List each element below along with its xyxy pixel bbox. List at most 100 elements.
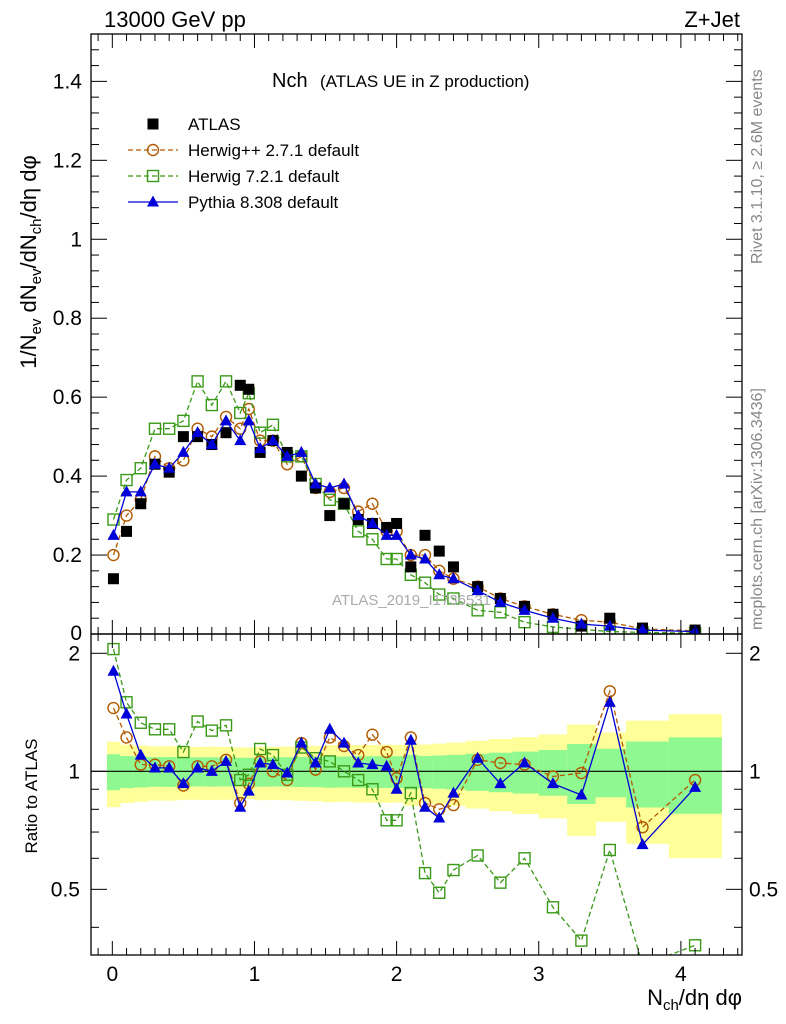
ratio-data-marks — [107, 642, 702, 955]
ratio-pythia-8-308-default-point — [380, 759, 393, 771]
main-pythia-8-308-default-point — [636, 623, 649, 634]
ratio-pythia-8-308-default-point — [309, 756, 322, 768]
ratio-herwig-2-7-1-default-point — [380, 745, 393, 759]
main-atlas-point — [135, 498, 147, 510]
legend-label-herwig-7-2-1-default: Herwig 7.2.1 default — [188, 167, 339, 186]
main-panel: 0.2 0.4 0.6 0.8 1 1.2 1.4 0 Nch (ATLAS UE in Z … — [53, 33, 743, 645]
stat-uncertainty-band — [294, 756, 309, 787]
ratio-pythia-8-308-default-point — [134, 748, 147, 760]
ratio-herwig-2-7-1-default-point — [107, 701, 120, 715]
stat-uncertainty-band — [119, 756, 135, 789]
ratio-pythia-8-308-default-point — [404, 733, 417, 745]
stat-uncertainty-band — [106, 754, 121, 791]
main-y-tick-label: 0.8 — [53, 307, 82, 330]
rivet-label: Rivet 3.1.10, ≥ 2.6M events — [749, 69, 766, 264]
ratio-herwig-7-2-1-default-point — [471, 849, 484, 862]
main-pythia-8-308-default-point — [471, 584, 484, 596]
main-pythia-8-308-default-point — [309, 477, 322, 489]
stat-uncertainty-band — [668, 737, 722, 814]
main-herwig-7-2-1-default-point — [471, 604, 484, 617]
ratio-pythia-8-308-default-point — [242, 784, 255, 796]
ratio-pythia-8-308-default-point — [177, 777, 190, 789]
main-atlas-point — [447, 561, 459, 573]
x-axis-title: Nch​/dη dφ — [647, 985, 742, 1014]
ratio-pythia-8-308-default-point — [107, 664, 120, 676]
main-herwig-7-2-1-default-point — [433, 588, 446, 601]
main-pythia-8-308-default-point — [447, 572, 460, 584]
main-pythia-8-308-default-point — [254, 441, 267, 453]
x-tick-label: 3 — [533, 963, 545, 986]
ratio-herwig-7-2-1-default-point — [546, 901, 560, 914]
ratio-herwig-2-7-1-default-point — [575, 766, 588, 780]
ratio-pythia-8-308-default-point — [281, 766, 294, 778]
ratio-y-tick-label-left: 2 — [68, 642, 80, 665]
main-data-marks — [107, 375, 702, 634]
main-atlas-point — [177, 431, 189, 443]
main-pythia-8-308-default-point — [234, 434, 247, 446]
main-y-tick-label-zero: 0 — [70, 622, 82, 645]
ratio-pythia-8-308-default-point — [191, 761, 204, 773]
main-herwig-2-7-1-default-line — [112, 407, 696, 632]
stat-uncertainty-band — [595, 748, 627, 798]
x-tick-label: 4 — [675, 963, 687, 986]
main-pythia-8-308-default-point — [338, 477, 351, 489]
ratio-herwig-7-2-1-default-point — [603, 843, 617, 857]
main-pythia-8-308-default-point — [575, 617, 588, 629]
legend-marker-herwig-7-2-1-default — [146, 169, 160, 183]
main-pythia-8-308-default-point — [433, 568, 446, 580]
main-herwig-7-2-1-default-point — [418, 576, 432, 589]
ratio-pythia-8-308-default-point — [419, 800, 432, 812]
watermark: ATLAS_2019_I1736531 — [332, 592, 491, 609]
main-atlas-point — [381, 521, 393, 533]
main-pythia-8-308-default-point — [107, 528, 120, 540]
ratio-pythia-8-308-default-line — [112, 671, 696, 847]
main-atlas-point — [433, 545, 445, 557]
main-pythia-8-308-default-point — [380, 528, 393, 540]
ratio-pythia-8-308-default-point — [575, 788, 588, 800]
main-subtitle: (ATLAS UE in Z production) — [320, 72, 529, 91]
ratio-herwig-7-2-1-default-point — [205, 724, 219, 737]
main-title: Nch — [272, 70, 308, 92]
main-pythia-8-308-default-point — [404, 548, 417, 560]
ratio-pythia-8-308-default-point — [689, 780, 702, 792]
main-herwig-7-2-1-default-point — [234, 406, 247, 420]
main-pythia-8-308-default-point — [419, 552, 432, 564]
ratio-pythia-8-308-default-point — [205, 764, 218, 776]
main-herwig-7-2-1-default-point — [447, 592, 460, 605]
main-pythia-8-308-default-point — [518, 603, 531, 615]
main-pythia-8-308-default-point — [177, 445, 190, 457]
ratio-herwig-7-2-1-default-point — [404, 786, 418, 800]
main-pythia-8-308-default-point — [390, 528, 403, 540]
main-pythia-8-308-default-point — [191, 426, 204, 438]
legend-label-pythia-8-308-default: Pythia 8.308 default — [188, 193, 339, 212]
ratio-herwig-7-2-1-default-point — [191, 715, 204, 728]
main-pythia-8-308-default-point — [323, 481, 336, 493]
main-herwig-2-7-1-default-point — [107, 548, 120, 562]
main-pythia-8-308-default-point — [281, 449, 294, 461]
main-pythia-8-308-default-point — [366, 516, 379, 528]
ratio-herwig-7-2-1-default-point — [447, 863, 460, 877]
ratio-y-tick-label-left: 0.5 — [51, 878, 80, 901]
main-atlas-point — [121, 525, 133, 537]
ratio-herwig-7-2-1-default-point — [253, 742, 267, 756]
main-y-axis-title: 1/Nev​ dNev​/dNch​/dη dφ — [16, 155, 45, 368]
ratio-herwig-7-2-1-default-point — [162, 723, 176, 736]
main-y-tick-label: 0.4 — [53, 465, 83, 488]
ratio-herwig-7-2-1-default-point — [433, 886, 446, 899]
x-tick-label: 0 — [106, 963, 118, 986]
ratio-pythia-8-308-default-point — [295, 736, 308, 748]
main-herwig-7-2-1-default-point — [518, 615, 531, 629]
mcplots-label: mcplots.cern.ch [arXiv:1306.3436] — [749, 388, 766, 630]
main-pythia-8-308-default-point — [120, 485, 133, 497]
main-pythia-8-308-default-point — [205, 438, 218, 450]
main-atlas-point — [107, 573, 119, 585]
main-herwig-2-7-1-default-point — [120, 509, 133, 522]
main-pythia-8-308-default-point — [266, 434, 279, 446]
ratio-herwig-7-2-1-default-point — [366, 783, 379, 796]
stat-uncertainty-band — [538, 749, 568, 796]
stat-uncertainty-band — [403, 754, 419, 790]
main-y-tick-label: 0.2 — [53, 544, 82, 567]
ratio-series-group — [107, 642, 702, 955]
main-y-tick-label: 1 — [70, 228, 82, 251]
